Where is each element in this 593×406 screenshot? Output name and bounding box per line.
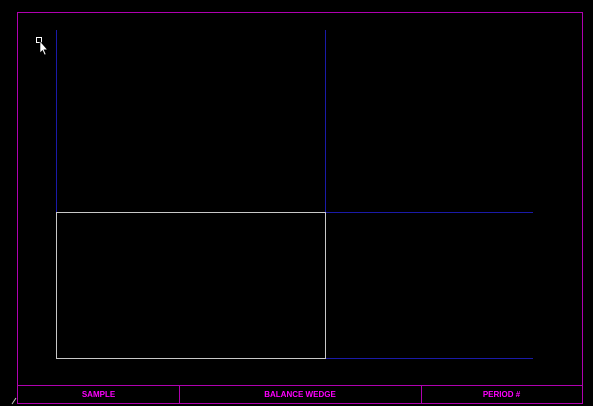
outer-border [17,12,583,404]
selection-rectangle[interactable] [56,212,326,359]
footer-label-balance-wedge: BALANCE WEDGE [264,390,336,399]
small-square-handle-icon [36,37,42,43]
corner-tick [11,397,17,405]
footer-label-period: PERIOD # [482,390,521,399]
footer-label-sample: SAMPLE [81,390,116,399]
arrow-pointer-icon [35,36,51,58]
